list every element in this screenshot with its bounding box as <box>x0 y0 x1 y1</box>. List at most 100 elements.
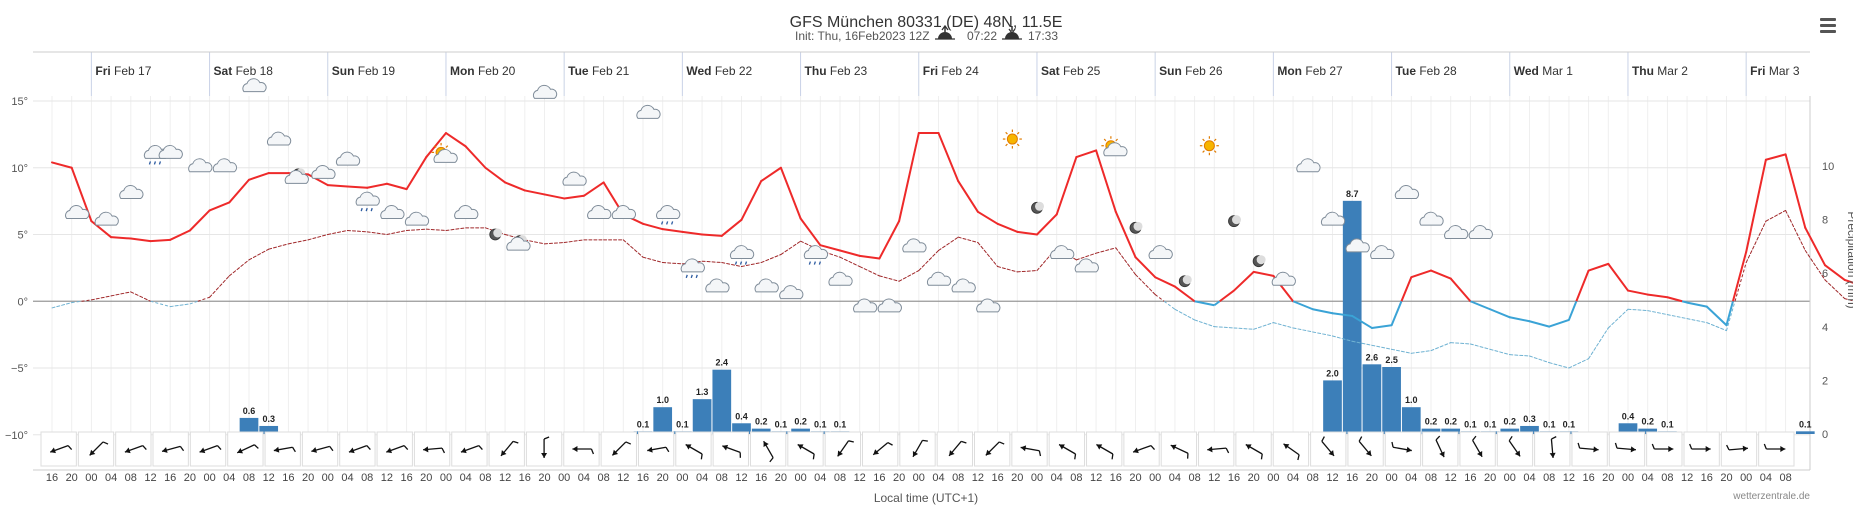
precip-label: 0.2 <box>1444 417 1457 427</box>
cloud-shape <box>266 131 292 146</box>
precip-label: 0.1 <box>775 419 788 429</box>
x-tick-label: 00 <box>558 472 570 484</box>
x-tick-label: 16 <box>1228 472 1240 484</box>
wind-arrow-icon <box>1689 443 1711 452</box>
wind-barb <box>1614 442 1618 449</box>
dewpoint-line <box>189 300 198 305</box>
temperature-line <box>484 166 507 184</box>
sun-ray <box>1016 131 1020 135</box>
dewpoint-line <box>1588 327 1609 360</box>
cloud-icon <box>266 131 292 146</box>
precip-label: 0.2 <box>794 417 807 427</box>
temperature-line <box>1400 276 1413 302</box>
cloud-shape <box>1345 238 1370 253</box>
wind-barb <box>1038 450 1042 457</box>
rain-drop <box>739 261 743 265</box>
x-tick-label: 12 <box>1208 472 1220 484</box>
x-tick-label: 12 <box>1326 472 1338 484</box>
temperature-line <box>208 201 231 212</box>
temperature-line <box>1331 312 1354 317</box>
temperature-line <box>1731 251 1748 302</box>
wind-barb <box>216 445 222 451</box>
dewpoint-line <box>110 291 132 297</box>
day-label: Sat Feb 25 <box>1041 64 1101 78</box>
dewpoint-line <box>1745 220 1767 264</box>
cloud-icon <box>754 278 779 293</box>
rain-drop <box>365 207 368 212</box>
dewpoint-line <box>1627 308 1649 312</box>
dewpoint-line <box>1765 209 1787 222</box>
temperature-line <box>1410 269 1432 279</box>
x-tick-label: 08 <box>125 472 137 484</box>
dewpoint-line <box>366 231 388 235</box>
cloud-icon <box>877 298 902 313</box>
precip-bar <box>239 417 259 434</box>
rain-drop <box>370 207 373 212</box>
temperature-line <box>1036 213 1058 236</box>
hamburger-menu-icon[interactable] <box>1820 18 1836 21</box>
sun-ray <box>1213 150 1217 153</box>
cloud-shape <box>754 278 779 293</box>
dewpoint-line <box>1371 344 1393 350</box>
sun-ray <box>445 145 449 148</box>
wind-barb <box>769 457 774 463</box>
dewpoint-line <box>1163 300 1176 310</box>
x-tick-label: 16 <box>1701 472 1713 484</box>
temperature-line <box>1804 226 1826 267</box>
wind-arrow-icon <box>1245 443 1263 460</box>
x-tick-label: 04 <box>1287 472 1299 484</box>
temperature-line <box>799 217 822 247</box>
hamburger-menu-button[interactable] <box>1816 14 1840 36</box>
dewpoint-line <box>1351 340 1373 346</box>
dewpoint-line <box>1706 322 1727 332</box>
sunrise-icon <box>935 24 955 40</box>
x-tick-label: 12 <box>381 472 393 484</box>
temperature-line <box>1686 301 1708 308</box>
moon-highlight <box>493 228 503 238</box>
x-tick-label: 12 <box>144 472 156 484</box>
hamburger-menu-icon-bar[interactable] <box>1820 24 1836 27</box>
hamburger-menu-icon-bar[interactable] <box>1820 30 1836 33</box>
wind-arrow-head <box>386 447 393 454</box>
x-tick-label: 04 <box>1169 472 1181 484</box>
dewpoint-line <box>1135 274 1156 296</box>
dewpoint-line <box>90 295 112 301</box>
wind-barb <box>887 441 893 446</box>
cloud-icon <box>587 205 612 219</box>
dewpoint-line <box>918 250 939 272</box>
wind-barb <box>665 446 670 453</box>
cloud-shape <box>1370 245 1395 260</box>
temperature-line <box>1311 308 1334 315</box>
dewpoint-line <box>81 299 92 302</box>
dewpoint-line <box>1253 322 1274 330</box>
x-tick-label: 00 <box>1740 472 1752 484</box>
temperature-line <box>839 249 861 257</box>
x-tick-label: 04 <box>223 472 235 484</box>
precip-label: 0.2 <box>1504 417 1517 427</box>
wind-barb <box>1111 453 1114 460</box>
credit-text: wetterzentrale.de <box>1732 491 1810 502</box>
cloud-shape <box>951 278 976 293</box>
wind-arrow-head <box>572 446 578 452</box>
dewpoint-line <box>1686 318 1708 324</box>
y-left-tick: 5° <box>17 230 28 242</box>
dewpoint-line <box>701 260 723 264</box>
dewpoint-line <box>1469 343 1491 350</box>
temperature-line <box>937 132 960 183</box>
wind-barb <box>403 445 409 451</box>
temperature-line <box>996 222 1019 233</box>
cloud-icon <box>779 285 804 300</box>
wind-arrow-head <box>1096 444 1103 450</box>
sun-ray <box>1016 143 1020 147</box>
wind-arrow-icon <box>311 445 334 453</box>
dewpoint-line <box>977 242 999 268</box>
temperature-line <box>582 181 605 197</box>
day-label: Sat Feb 18 <box>214 64 274 78</box>
sun-icon <box>1002 129 1022 149</box>
wind-arrow-head <box>1020 445 1027 452</box>
x-tick-label: 16 <box>991 472 1003 484</box>
sun-cloud-icon <box>431 142 458 163</box>
wind-arrow-icon <box>273 446 296 453</box>
cloud-icon <box>1345 238 1370 253</box>
